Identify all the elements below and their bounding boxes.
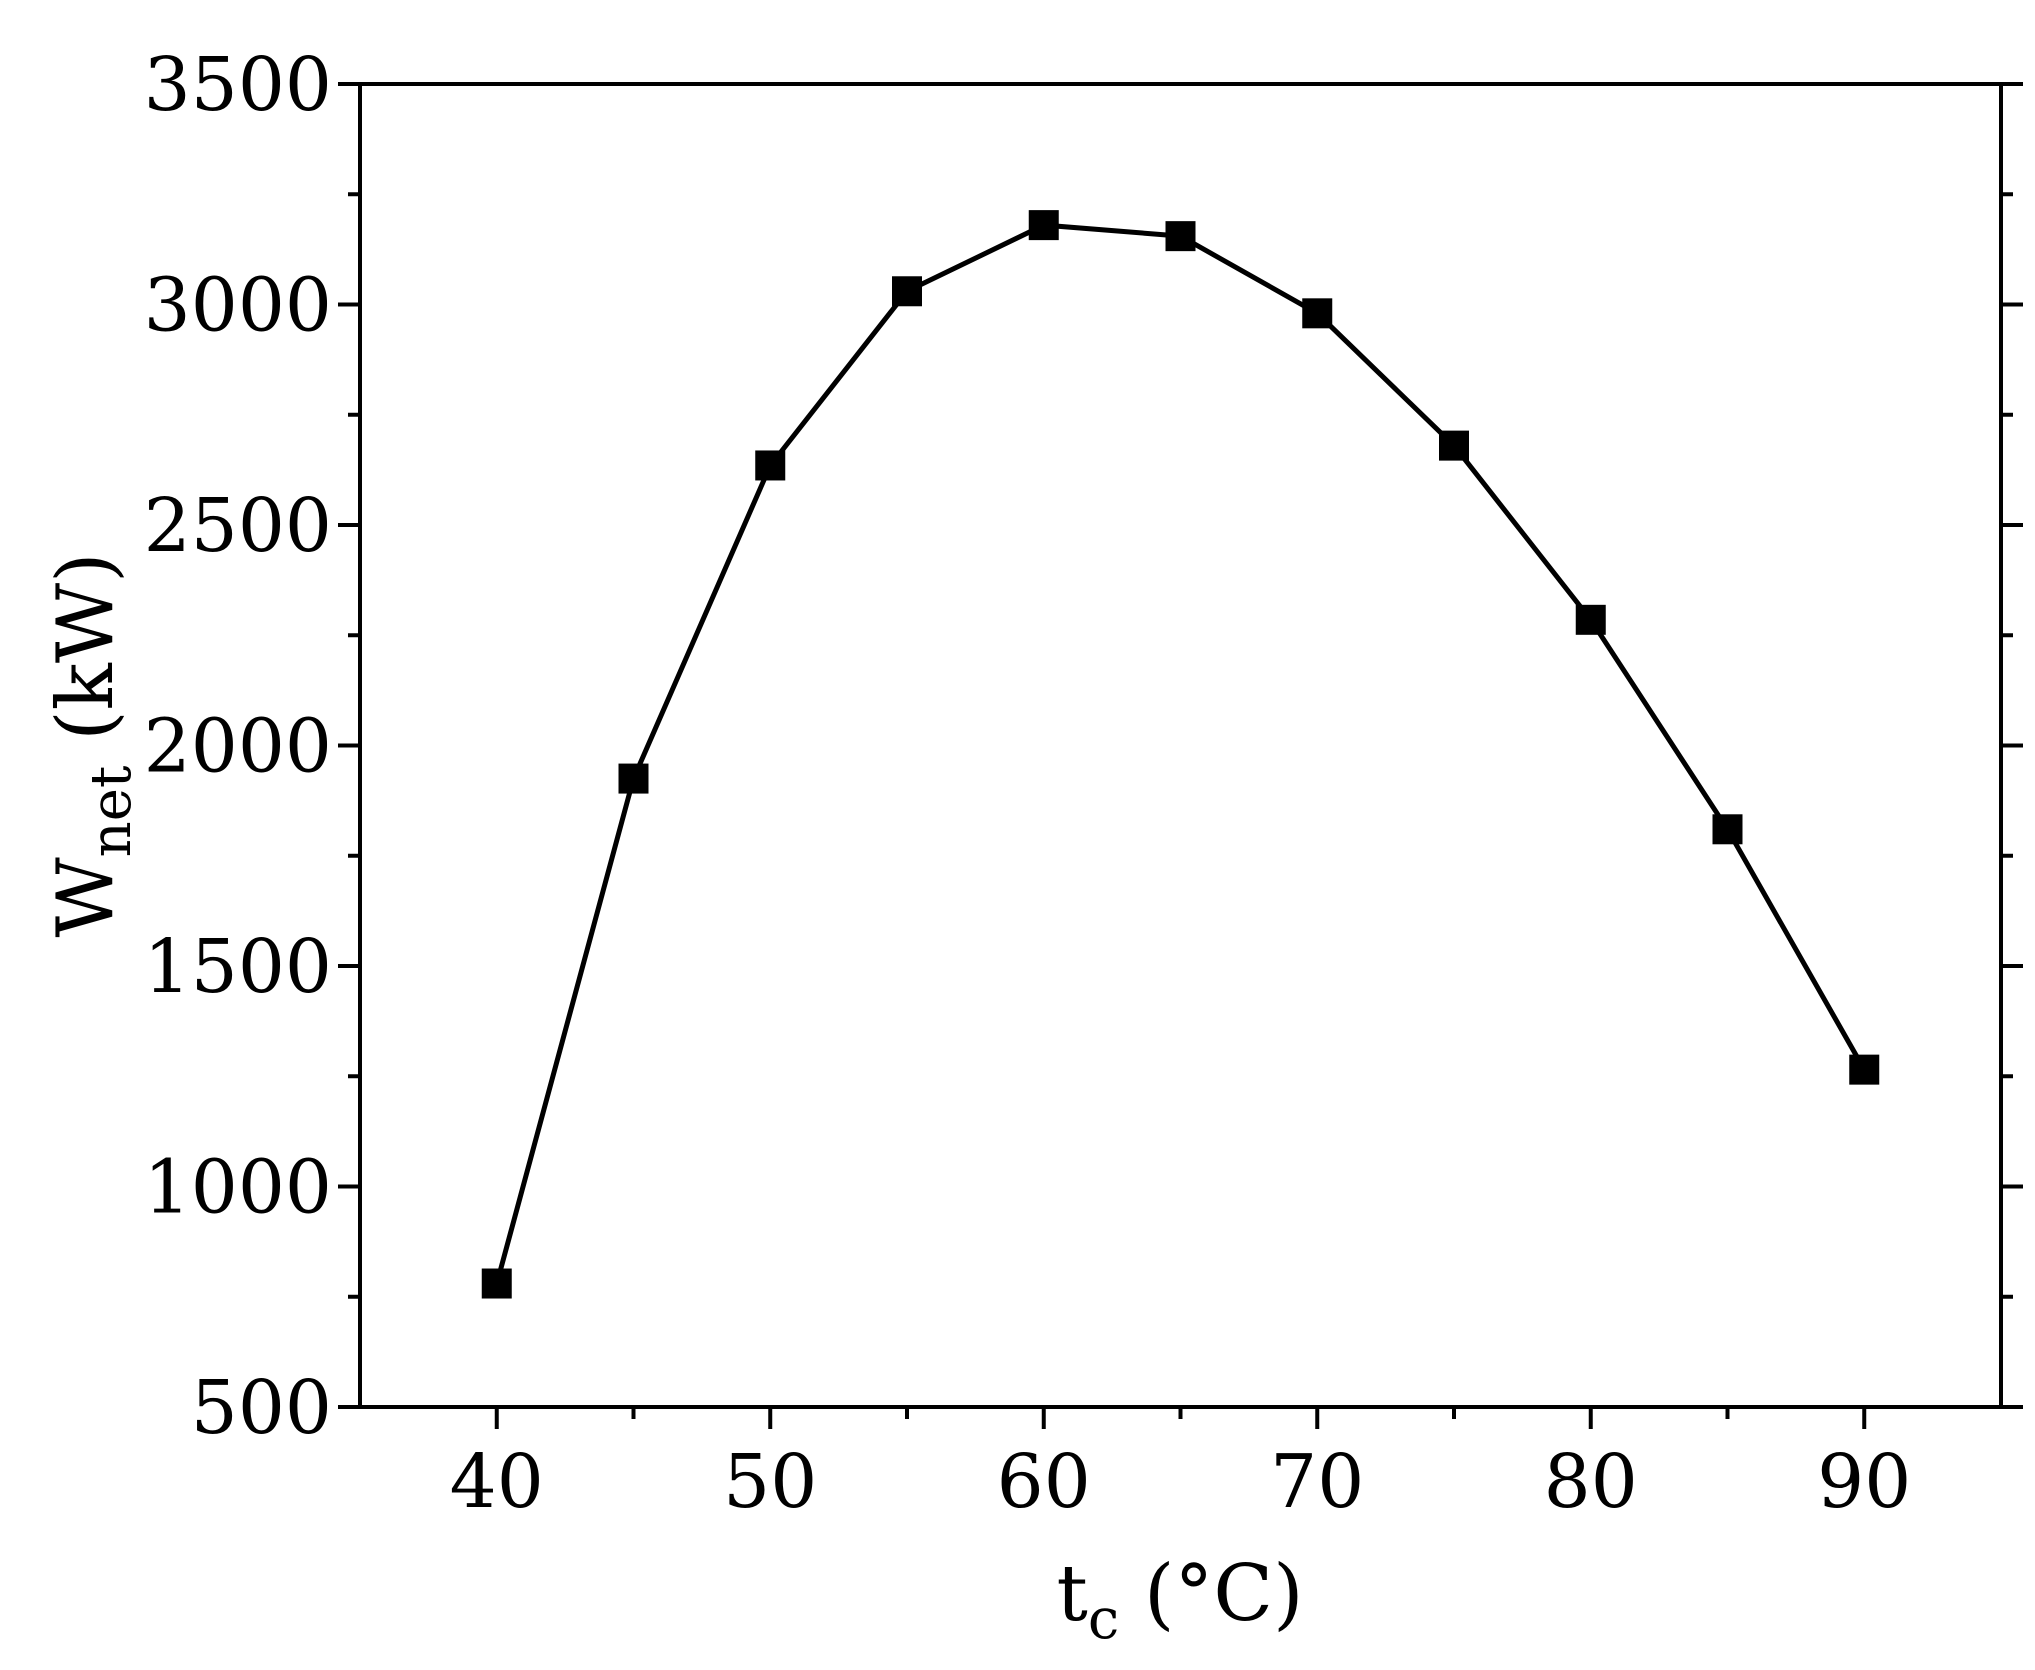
series-line: [494, 222, 1867, 1285]
plot-frame: [358, 82, 2003, 1409]
x-tick-label: 90: [1817, 1439, 1911, 1525]
data-point: [1849, 1054, 1880, 1085]
data-markers: [481, 210, 1880, 1299]
data-point: [892, 276, 922, 307]
y-tick-label: 1500: [144, 924, 332, 1010]
data-point: [755, 450, 786, 481]
data-point: [618, 763, 649, 794]
x-axis-title-sub: c: [1088, 1587, 1119, 1652]
x-tick-label: 50: [723, 1439, 817, 1525]
x-tick-label: 70: [1270, 1439, 1364, 1525]
x-tick-label: 60: [997, 1439, 1091, 1525]
data-point: [1165, 221, 1196, 252]
y-axis-title-unit: (kW): [41, 553, 131, 766]
x-tick-label: 40: [450, 1439, 544, 1525]
x-axis-title-main: t: [1056, 1549, 1087, 1639]
y-tick-label: 3000: [144, 263, 332, 349]
axis-tick-labels: 40 50 60 70 80 90 500 1000 1500 2000 2500 3000 3500: [144, 42, 1912, 1525]
data-point: [481, 1268, 512, 1299]
axis-ticks: [338, 82, 2023, 1429]
y-tick-label: 3500: [144, 42, 332, 128]
data-point: [1302, 298, 1333, 329]
y-axis-title: Wnet (kW): [41, 553, 144, 938]
data-point: [1028, 210, 1059, 241]
y-tick-label: 2500: [144, 483, 332, 569]
y-axis-title-sub: net: [79, 765, 144, 857]
x-axis-title-unit: (°C): [1119, 1549, 1303, 1639]
x-tick-label: 80: [1544, 1439, 1638, 1525]
x-axis-title: tc (°C): [1056, 1549, 1303, 1652]
y-tick-label: 2000: [144, 704, 332, 790]
data-point: [1575, 604, 1606, 635]
data-point: [1439, 430, 1469, 461]
y-axis-title-main: W: [41, 857, 131, 937]
y-tick-label: 1000: [144, 1145, 332, 1231]
y-tick-label: 500: [191, 1365, 332, 1451]
data-point: [1712, 814, 1743, 845]
